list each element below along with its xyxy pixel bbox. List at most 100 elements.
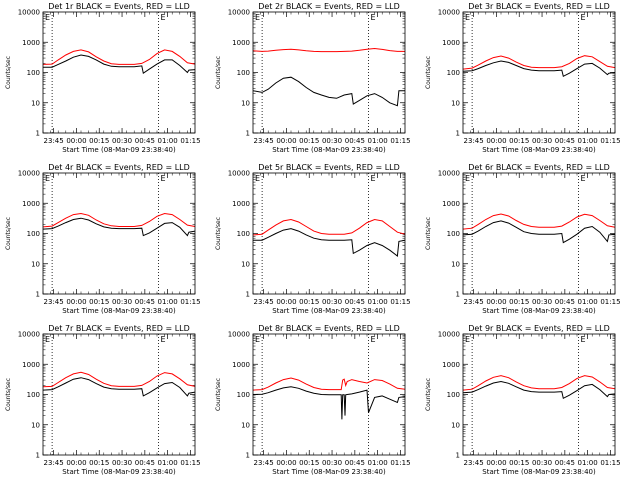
corner-marker-glyph: E (161, 174, 166, 183)
lld-series-line (42, 371, 196, 388)
y-tick-label: 10000 (438, 9, 460, 17)
y-tick-label: 1000 (232, 39, 250, 47)
panel-3: Det 3r BLACK = Events, RED = LLD Counts/s… (425, 2, 621, 154)
plot-frame (252, 172, 406, 295)
x-tick-label: 01:15 (390, 298, 410, 306)
y-tick-label: 100 (447, 230, 460, 238)
x-tick-label: 00:30 (532, 298, 552, 306)
x-tick-label: 23:45 (464, 298, 484, 306)
x-axis-label: Start Time (08-Mar-09 23:38:40) (482, 307, 596, 315)
corner-marker-glyph: E (45, 335, 50, 344)
y-tick-label: 10 (451, 260, 460, 268)
x-tick-label: 00:00 (66, 298, 86, 306)
y-tick-label: 10000 (18, 331, 40, 339)
events-series-line (253, 228, 406, 257)
corner-marker-glyph: E (45, 174, 50, 183)
y-tick-label: 100 (27, 391, 40, 399)
x-tick-label: 01:00 (158, 459, 178, 467)
x-axis-label: Start Time (08-Mar-09 23:38:40) (482, 146, 596, 154)
y-tick-label: 1000 (22, 200, 40, 208)
corner-marker-glyph: E (581, 335, 586, 344)
y-tick-label: 1 (456, 452, 460, 460)
x-tick-label: 00:30 (112, 137, 132, 145)
y-axis-label: Counts/sec (5, 217, 12, 250)
x-tick-label: 00:00 (276, 298, 296, 306)
events-series-line (252, 76, 405, 107)
events-series-line (462, 380, 616, 400)
x-tick-label: 01:15 (600, 459, 620, 467)
panel-title: Det 5r BLACK = Events, RED = LLD (258, 163, 400, 172)
plot-frame (462, 172, 616, 295)
x-tick-label: 00:30 (112, 298, 132, 306)
x-tick-label: 01:00 (368, 137, 388, 145)
panel-5: Det 5r BLACK = Events, RED = LLD Counts/s… (215, 163, 411, 315)
x-tick-label: 01:00 (578, 459, 598, 467)
y-axis-label: Counts/sec (425, 56, 432, 89)
corner-marker-glyph: E (581, 13, 586, 22)
x-tick-label: 00:45 (135, 459, 155, 467)
x-tick-label: 00:00 (66, 459, 86, 467)
events-series-line (42, 217, 196, 237)
y-tick-label: 10 (31, 421, 40, 429)
x-tick-label: 01:00 (368, 298, 388, 306)
panel-1: Det 1r BLACK = Events, RED = LLD Counts/s… (5, 2, 201, 154)
x-tick-label: 01:15 (180, 459, 200, 467)
y-axis-label: Counts/sec (425, 378, 432, 411)
panel-6: Det 6r BLACK = Events, RED = LLD Counts/s… (425, 163, 621, 315)
y-tick-label: 1000 (22, 361, 40, 369)
lld-series-line (252, 218, 406, 236)
x-axis-label: Start Time (08-Mar-09 23:38:40) (272, 307, 386, 315)
x-tick-label: 00:00 (486, 137, 506, 145)
corner-marker-glyph: E (45, 13, 50, 22)
plot-frame (462, 11, 616, 134)
x-tick-label: 00:45 (135, 298, 155, 306)
events-series-line (42, 377, 196, 397)
y-tick-label: 1000 (442, 361, 460, 369)
x-axis-label: Start Time (08-Mar-09 23:38:40) (62, 146, 176, 154)
y-axis-label: Counts/sec (5, 56, 12, 89)
x-tick-label: 00:15 (509, 298, 529, 306)
lld-series-line (462, 213, 616, 230)
y-tick-label: 100 (27, 69, 40, 77)
plot-frame (252, 11, 406, 134)
x-axis-label: Start Time (08-Mar-09 23:38:40) (272, 146, 386, 154)
y-tick-label: 10000 (228, 170, 250, 178)
panel-title: Det 7r BLACK = Events, RED = LLD (48, 324, 190, 333)
y-axis-label: Counts/sec (215, 378, 222, 411)
y-tick-label: 10000 (438, 331, 460, 339)
panel-7: Det 7r BLACK = Events, RED = LLD Counts/s… (5, 324, 201, 476)
y-axis-label: Counts/sec (215, 56, 222, 89)
y-tick-label: 10000 (18, 9, 40, 17)
x-tick-label: 00:15 (89, 298, 109, 306)
corner-marker-glyph: E (465, 174, 470, 183)
y-tick-label: 10000 (228, 9, 250, 17)
x-tick-label: 00:15 (89, 137, 109, 145)
corner-marker-glyph: E (371, 174, 376, 183)
y-tick-label: 10 (241, 99, 250, 107)
y-tick-label: 1000 (232, 361, 250, 369)
events-series-line (43, 54, 196, 75)
corner-marker-glyph: E (255, 335, 260, 344)
y-tick-label: 10 (241, 421, 250, 429)
corner-marker-glyph: E (581, 174, 586, 183)
x-tick-label: 01:15 (180, 137, 200, 145)
plot-frame (42, 172, 196, 295)
x-tick-label: 23:45 (254, 459, 274, 467)
panel-title: Det 6r BLACK = Events, RED = LLD (468, 163, 610, 172)
panel-4: Det 4r BLACK = Events, RED = LLD Counts/s… (5, 163, 201, 315)
corner-marker-glyph: E (371, 335, 376, 344)
x-tick-label: 00:00 (486, 459, 506, 467)
events-series-line (462, 220, 616, 244)
y-tick-label: 1 (36, 452, 40, 460)
x-tick-label: 01:00 (158, 298, 178, 306)
corner-marker-glyph: E (161, 335, 166, 344)
x-tick-label: 01:15 (600, 298, 620, 306)
y-tick-label: 1 (36, 291, 40, 299)
corner-marker-glyph: E (465, 13, 470, 22)
panel-9: Det 9r BLACK = Events, RED = LLD Counts/s… (425, 324, 621, 476)
y-tick-label: 100 (237, 391, 250, 399)
panel-8: Det 8r BLACK = Events, RED = LLD Counts/s… (215, 324, 411, 476)
y-tick-label: 1000 (442, 200, 460, 208)
y-tick-label: 1 (246, 452, 250, 460)
y-tick-label: 1000 (442, 39, 460, 47)
